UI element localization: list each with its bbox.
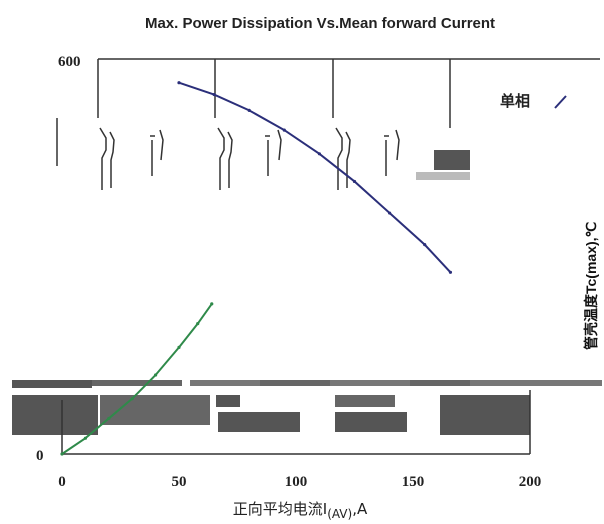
data-point (60, 452, 64, 456)
data-point (247, 108, 251, 112)
x-tick-label: 150 (402, 474, 425, 490)
y-top-tick: 600 (58, 54, 81, 70)
data-point (352, 179, 357, 184)
right-axis-label: 管壳温度Tc(max),℃ (583, 221, 599, 350)
data-point (212, 92, 216, 97)
x-tick-label: 100 (285, 474, 308, 490)
data-point (130, 397, 134, 401)
data-point (448, 270, 453, 274)
legend-line (554, 95, 567, 109)
scan-blocks (12, 150, 602, 435)
grid-fragments (56, 118, 400, 190)
data-point (107, 416, 111, 421)
x-tick-layer: 0 50 100 150 200 (58, 474, 541, 490)
data-point (177, 81, 181, 85)
x-axis-label-unit: ,A (352, 500, 368, 518)
x-tick-label: 0 (58, 474, 66, 490)
data-point (317, 152, 321, 156)
data-point (196, 322, 200, 326)
data-point (177, 345, 181, 349)
legend-label: 单相 (500, 92, 530, 110)
data-point (154, 373, 158, 377)
data-point (423, 243, 427, 247)
data-point (83, 436, 87, 440)
chart-title: Max. Power Dissipation Vs.Mean forward C… (145, 15, 495, 32)
data-point (282, 128, 286, 132)
data-point (388, 211, 392, 215)
y-zero-tick: 0 (36, 448, 44, 464)
x-axis-label-main: 正向平均电流I (233, 500, 327, 518)
series-layer (60, 81, 453, 456)
series-line-1 (61, 303, 213, 455)
x-tick-label: 50 (172, 474, 187, 490)
plot-frame (97, 58, 600, 128)
data-point (210, 302, 214, 306)
x-tick-label: 200 (519, 474, 542, 490)
x-axis-label: 正向平均电流I(AV),A (233, 500, 368, 521)
x-axis-label-sub: (AV) (327, 507, 352, 521)
